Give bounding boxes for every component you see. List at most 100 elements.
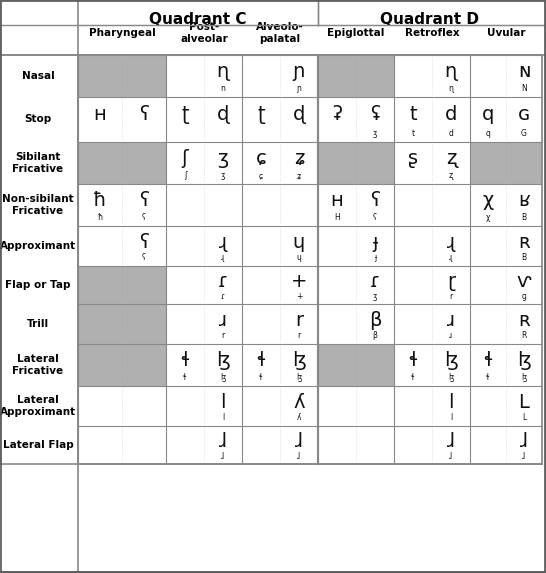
Text: ɻ: ɻ	[219, 233, 227, 252]
Bar	[78, 304, 166, 344]
Bar	[78, 97, 166, 142]
Bar	[166, 55, 242, 97]
Text: n: n	[221, 84, 225, 93]
Text: ʕ: ʕ	[139, 233, 149, 252]
Bar	[318, 266, 394, 304]
Text: ʂ: ʂ	[408, 150, 418, 168]
Text: ɳ: ɳ	[217, 62, 229, 81]
Bar	[78, 55, 166, 97]
Text: ɬ: ɬ	[411, 373, 415, 382]
Text: ɮ: ɮ	[444, 351, 458, 370]
Text: ɺ: ɺ	[523, 452, 526, 461]
Bar	[394, 97, 470, 142]
Bar	[78, 344, 166, 386]
Text: d: d	[445, 105, 457, 124]
Text: ɥ: ɥ	[293, 233, 305, 252]
Text: l: l	[450, 414, 452, 422]
Text: d: d	[449, 128, 453, 138]
Text: N: N	[521, 84, 527, 93]
Text: ɺ: ɺ	[219, 431, 227, 451]
Text: ɾ: ɾ	[218, 272, 228, 291]
Bar	[470, 344, 542, 386]
Text: Nasal: Nasal	[22, 71, 55, 81]
Text: ʎ: ʎ	[296, 414, 301, 422]
Text: r: r	[295, 311, 303, 329]
Text: ɺ: ɺ	[221, 452, 224, 461]
Text: G: G	[521, 128, 527, 138]
Text: ɥ: ɥ	[296, 253, 301, 262]
Text: l: l	[222, 414, 224, 422]
Bar	[318, 226, 394, 266]
Bar	[242, 386, 318, 426]
Text: ħ: ħ	[97, 213, 103, 222]
Bar	[166, 386, 242, 426]
Bar	[318, 97, 394, 142]
Text: ɻ: ɻ	[447, 233, 455, 252]
Text: ɬ: ɬ	[256, 351, 266, 370]
Text: Lateral
Approximant: Lateral Approximant	[0, 395, 76, 417]
Text: ɬ: ɬ	[408, 351, 418, 370]
Bar	[318, 142, 394, 184]
Bar	[242, 344, 318, 386]
Bar	[394, 304, 470, 344]
Bar	[394, 266, 470, 304]
Bar	[318, 184, 394, 226]
Bar	[242, 142, 318, 184]
Text: ɾ: ɾ	[221, 292, 225, 301]
Bar	[166, 184, 242, 226]
Text: Lateral Flap: Lateral Flap	[3, 440, 73, 450]
Text: ɹ: ɹ	[449, 332, 453, 340]
Text: ʎ: ʎ	[293, 393, 305, 411]
Text: ʒ: ʒ	[217, 150, 229, 168]
Bar	[166, 266, 242, 304]
Bar	[78, 226, 166, 266]
Text: Pharyngeal: Pharyngeal	[88, 28, 156, 38]
Bar	[470, 142, 542, 184]
Bar	[166, 142, 242, 184]
Text: ʕ: ʕ	[370, 191, 380, 210]
Text: Stop: Stop	[25, 115, 52, 124]
Bar	[394, 344, 470, 386]
Bar	[78, 344, 166, 386]
Text: β: β	[369, 311, 381, 329]
Text: Uvular: Uvular	[486, 28, 525, 38]
Bar	[394, 184, 470, 226]
Bar	[394, 426, 470, 464]
Bar	[78, 55, 166, 97]
Bar	[318, 386, 394, 426]
Text: ɕ: ɕ	[259, 171, 263, 180]
Text: ħ: ħ	[93, 191, 107, 210]
Text: ɺ: ɺ	[295, 431, 303, 451]
Text: Epiglottal: Epiglottal	[327, 28, 385, 38]
Bar	[470, 304, 542, 344]
Text: +: +	[291, 272, 307, 291]
Text: ɮ: ɮ	[292, 351, 306, 370]
Bar	[394, 142, 470, 184]
Bar	[470, 386, 542, 426]
Text: L: L	[522, 414, 526, 422]
Text: ɬ: ɬ	[180, 351, 190, 370]
Bar	[318, 426, 394, 464]
Text: Non-sibilant
Fricative: Non-sibilant Fricative	[2, 194, 74, 216]
Bar	[0, 0, 78, 573]
Text: B: B	[521, 213, 526, 222]
Bar	[470, 184, 542, 226]
Text: Flap or Tap: Flap or Tap	[5, 280, 71, 290]
Text: ɢ: ɢ	[518, 105, 530, 124]
Text: ɽ: ɽ	[447, 272, 455, 291]
Text: t: t	[409, 105, 417, 124]
Bar	[318, 55, 394, 97]
Text: Trill: Trill	[27, 319, 49, 329]
Text: ɮ: ɮ	[517, 351, 531, 370]
Bar	[242, 304, 318, 344]
Bar	[470, 266, 542, 304]
Text: ɾ: ɾ	[370, 272, 380, 291]
Text: β: β	[372, 332, 377, 340]
Bar	[242, 97, 318, 142]
Text: ʜ: ʜ	[331, 191, 343, 210]
Text: Sibilant
Fricative: Sibilant Fricative	[13, 152, 63, 174]
Bar	[78, 184, 166, 226]
Text: ʀ: ʀ	[518, 233, 530, 252]
Text: ɟ: ɟ	[374, 253, 376, 262]
Text: Quadrant D: Quadrant D	[381, 12, 479, 27]
